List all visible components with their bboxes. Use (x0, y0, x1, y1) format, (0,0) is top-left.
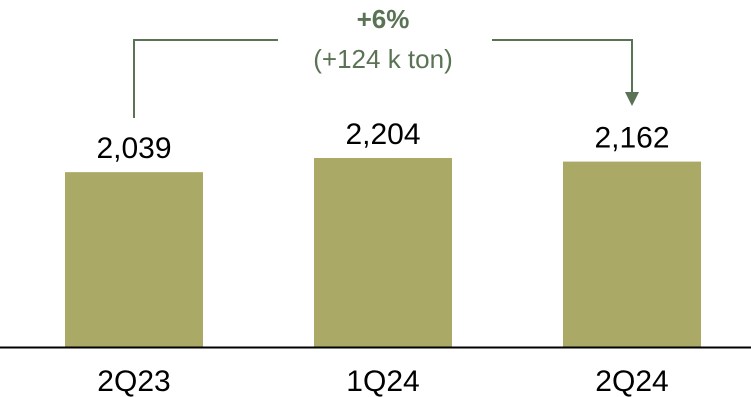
bar-2q24 (563, 161, 701, 347)
annotation-change-percent: +6% (357, 4, 410, 34)
annotation-bracket-right (492, 39, 633, 94)
change-annotation: +6% (+124 k ton) (133, 4, 639, 118)
x-tick-label-2q23: 2Q23 (97, 365, 170, 397)
bars-group (65, 158, 701, 347)
value-labels-group: 2,039 2,204 2,162 (96, 118, 669, 165)
annotation-arrowhead-icon (625, 92, 639, 106)
annotation-change-absolute: (+124 k ton) (313, 44, 452, 74)
x-tick-label-1q24: 1Q24 (346, 365, 419, 397)
bar-2q23 (65, 172, 203, 347)
value-label-2q23: 2,039 (96, 132, 171, 165)
value-label-1q24: 2,204 (345, 118, 420, 151)
value-label-2q24: 2,162 (594, 122, 669, 155)
bar-1q24 (314, 158, 452, 347)
annotation-bracket-left (133, 39, 278, 118)
x-axis-ticks-group: 2Q23 1Q24 2Q24 (97, 365, 668, 397)
x-tick-label-2q24: 2Q24 (595, 365, 668, 397)
